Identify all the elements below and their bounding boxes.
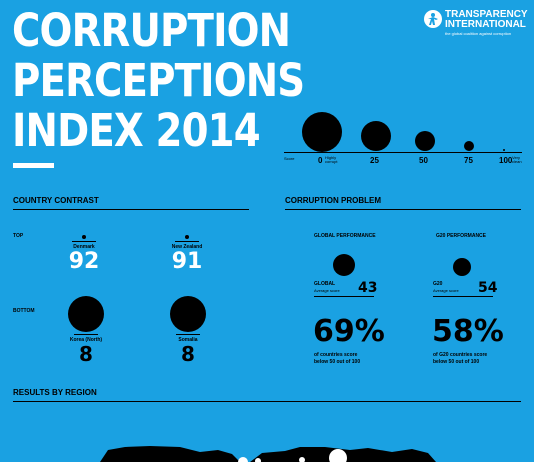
somalia-name: Somalia [178,337,198,343]
global-label: GLOBAL [314,281,336,287]
world-map [100,446,436,462]
scale-axis-line [284,152,522,153]
corruption-problem-rule [285,209,521,210]
g20-desc-line-1: of G20 countries score [433,352,488,358]
new-zealand-tick [175,241,199,242]
map-bubble-2 [255,458,261,462]
new-zealand-name: New Zealand [171,244,203,250]
g20-share-description: of G20 countries score below 50 out of 1… [433,352,487,366]
somalia-tick [176,334,200,335]
scale-tick-0: 0 [318,156,323,165]
transparency-international-logo: TRANSPARENCY INTERNATIONAL the global co… [424,9,528,40]
scale-tick-75: 75 [464,156,473,165]
map-bubble-4 [329,449,347,462]
somalia-score: 8 [181,342,195,366]
logo-text-1: TRANSPARENCY [445,9,528,20]
score-scale: Score 0 Highly corrupt 25 50 75 100 Very… [284,100,524,170]
results-by-region-heading: RESULTS BY REGION [13,388,97,397]
scale-circle-50 [415,131,435,151]
g20-share-below-50: 58% [432,314,504,349]
top-label: TOP [13,233,24,239]
scale-tick-100: 100 [499,156,513,165]
new-zealand-score-dot [185,235,189,239]
g20-average-score: 54 [478,280,498,296]
g20-sublabel: Average score [433,288,459,293]
somalia-card: Somalia 8 [162,334,214,365]
g20-label: G20 [433,281,443,287]
global-average-score: 43 [358,280,378,296]
logo-tagline: the global coalition against corruption [445,31,512,36]
map-landmass-west [100,446,240,462]
global-sublabel: Average score [314,288,340,293]
denmark-tick [72,241,96,242]
new-zealand-card: New Zealand 91 [162,241,212,274]
logo-figure-icon [424,10,442,28]
korea-north-score-dot [68,296,104,332]
new-zealand-score: 91 [171,249,203,274]
title-line-2: PERCEPTIONS [12,54,305,107]
scale-circle-25 [361,121,391,151]
korea-north-tick [74,334,98,335]
global-average-dot [333,254,355,276]
country-contrast-heading: COUNTRY CONTRAST [13,196,99,205]
denmark-score-dot [82,235,86,239]
g20-rule [433,296,493,297]
logo-text-2: INTERNATIONAL [445,19,526,30]
korea-north-name: Korea (North) [69,337,103,343]
global-share-below-50: 69% [313,314,385,349]
denmark-score: 92 [68,249,100,274]
global-desc-line-2: below 50 out of 100 [314,359,361,365]
denmark-name: Denmark [73,244,95,250]
map-bubble-1 [238,457,248,462]
scale-tick-50: 50 [419,156,428,165]
bottom-label: BOTTOM [13,308,35,314]
scale-circle-75 [464,141,474,151]
korea-north-card: Korea (North) 8 [60,334,112,365]
scale-label: Score [284,156,295,161]
page-title: CORRUPTION PERCEPTIONS INDEX 2014 [12,4,305,157]
results-by-region-rule [13,401,521,402]
g20-desc-line-2: below 50 out of 100 [433,359,480,365]
scale-left-note: Highly corrupt [325,155,338,164]
global-performance-title: GLOBAL PERFORMANCE [314,233,376,239]
corruption-problem-heading: CORRUPTION PROBLEM [285,196,381,205]
title-line-3: INDEX 2014 [12,104,261,157]
title-line-1: CORRUPTION [12,4,291,57]
global-rule [314,296,374,297]
g20-average-dot [453,258,471,276]
scale-right-note: Very clean [512,155,522,164]
scale-circle-0 [302,112,342,152]
scale-tick-25: 25 [370,156,379,165]
g20-performance-title: G20 PERFORMANCE [436,233,487,239]
scale-circle-100 [503,149,505,151]
title-underline [13,163,54,168]
country-contrast-rule [13,209,249,210]
denmark-card: Denmark 92 [64,241,104,274]
global-share-description: of countries score below 50 out of 100 [314,352,360,366]
global-desc-line-1: of countries score [314,352,358,358]
somalia-score-dot [170,296,206,332]
korea-north-score: 8 [79,342,93,366]
map-bubble-3 [299,457,305,462]
